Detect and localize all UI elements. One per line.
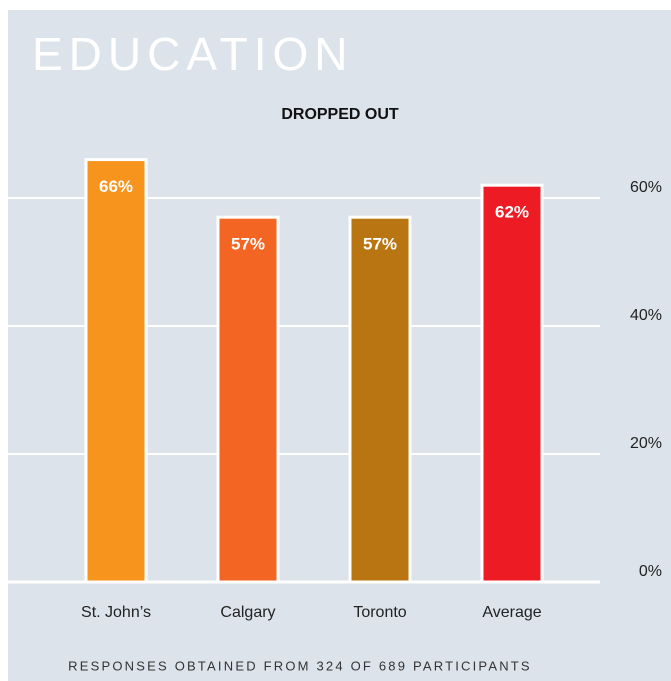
chart-subtitle: DROPPED OUT [281,106,399,123]
bar [480,183,544,584]
bar [216,215,280,584]
x-tick-label: Calgary [220,604,275,621]
bar [348,215,412,584]
y-tick-label: 60% [630,179,662,196]
x-tick-label: Toronto [353,604,406,621]
y-tick-label: 40% [630,307,662,324]
value-label: 66% [99,177,133,196]
x-tick-label: Average [482,604,541,621]
y-tick-label: 20% [630,435,662,452]
value-label: 57% [231,235,265,254]
chart-title: EDUCATION [32,28,354,80]
bar [84,158,148,584]
value-label: 62% [495,203,529,222]
footnote: RESPONSES OBTAINED FROM 324 OF 689 PARTI… [68,658,532,673]
x-tick-label: St. John’s [81,604,151,621]
y-tick-label: 0% [639,563,662,580]
value-label: 57% [363,235,397,254]
